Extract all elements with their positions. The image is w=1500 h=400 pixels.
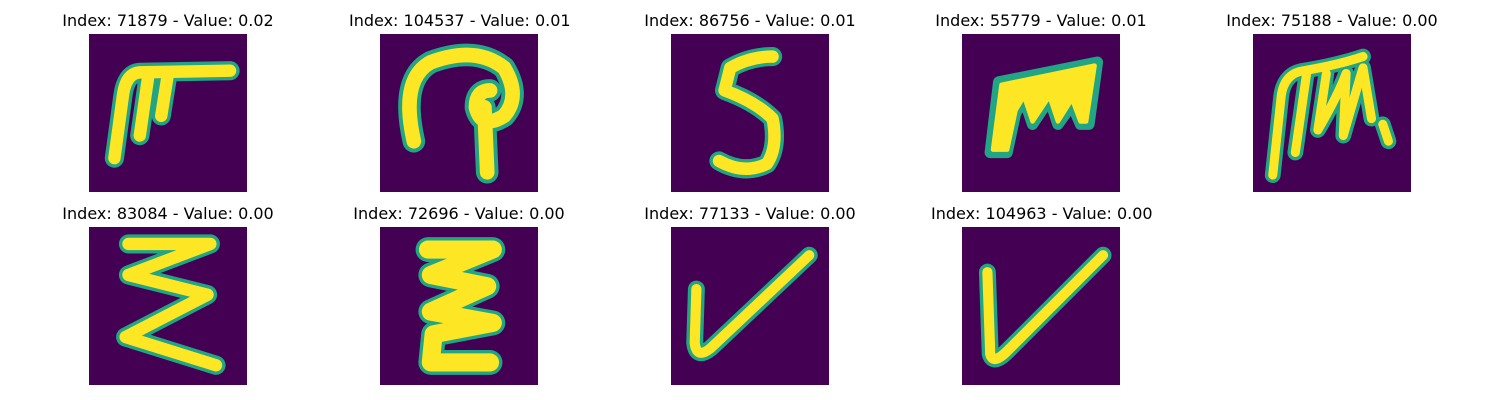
glyph-icon bbox=[415, 237, 506, 375]
glyph-image bbox=[380, 34, 538, 192]
glyph-image bbox=[671, 34, 829, 192]
glyph-image bbox=[380, 227, 538, 385]
glyph-icon bbox=[686, 246, 818, 362]
panel-title: Index: 72696 - Value: 0.00 bbox=[353, 204, 565, 223]
glyph-icon bbox=[978, 246, 1112, 368]
glyph-image bbox=[89, 34, 247, 192]
panel-title: Index: 86756 - Value: 0.01 bbox=[644, 11, 856, 30]
glyph-image bbox=[671, 227, 829, 385]
glyph-image bbox=[89, 227, 247, 385]
panel-title: Index: 77133 - Value: 0.00 bbox=[644, 204, 856, 223]
glyph-icon bbox=[984, 56, 1104, 159]
glyph-icon bbox=[709, 46, 785, 179]
glyph-icon bbox=[398, 43, 524, 184]
glyph-icon bbox=[116, 234, 226, 375]
glyph-image bbox=[962, 34, 1120, 192]
glyph-image bbox=[1253, 34, 1411, 192]
panel-title: Index: 104963 - Value: 0.00 bbox=[931, 204, 1153, 223]
panel-title: Index: 55779 - Value: 0.01 bbox=[935, 11, 1147, 30]
panel-title: Index: 104537 - Value: 0.01 bbox=[349, 11, 571, 30]
glyph-image bbox=[962, 227, 1120, 385]
panel-title: Index: 71879 - Value: 0.02 bbox=[62, 11, 274, 30]
panel-title: Index: 75188 - Value: 0.00 bbox=[1226, 11, 1438, 30]
glyph-icon bbox=[104, 61, 240, 168]
panel-title: Index: 83084 - Value: 0.00 bbox=[62, 204, 274, 223]
glyph-icon bbox=[1264, 48, 1397, 183]
